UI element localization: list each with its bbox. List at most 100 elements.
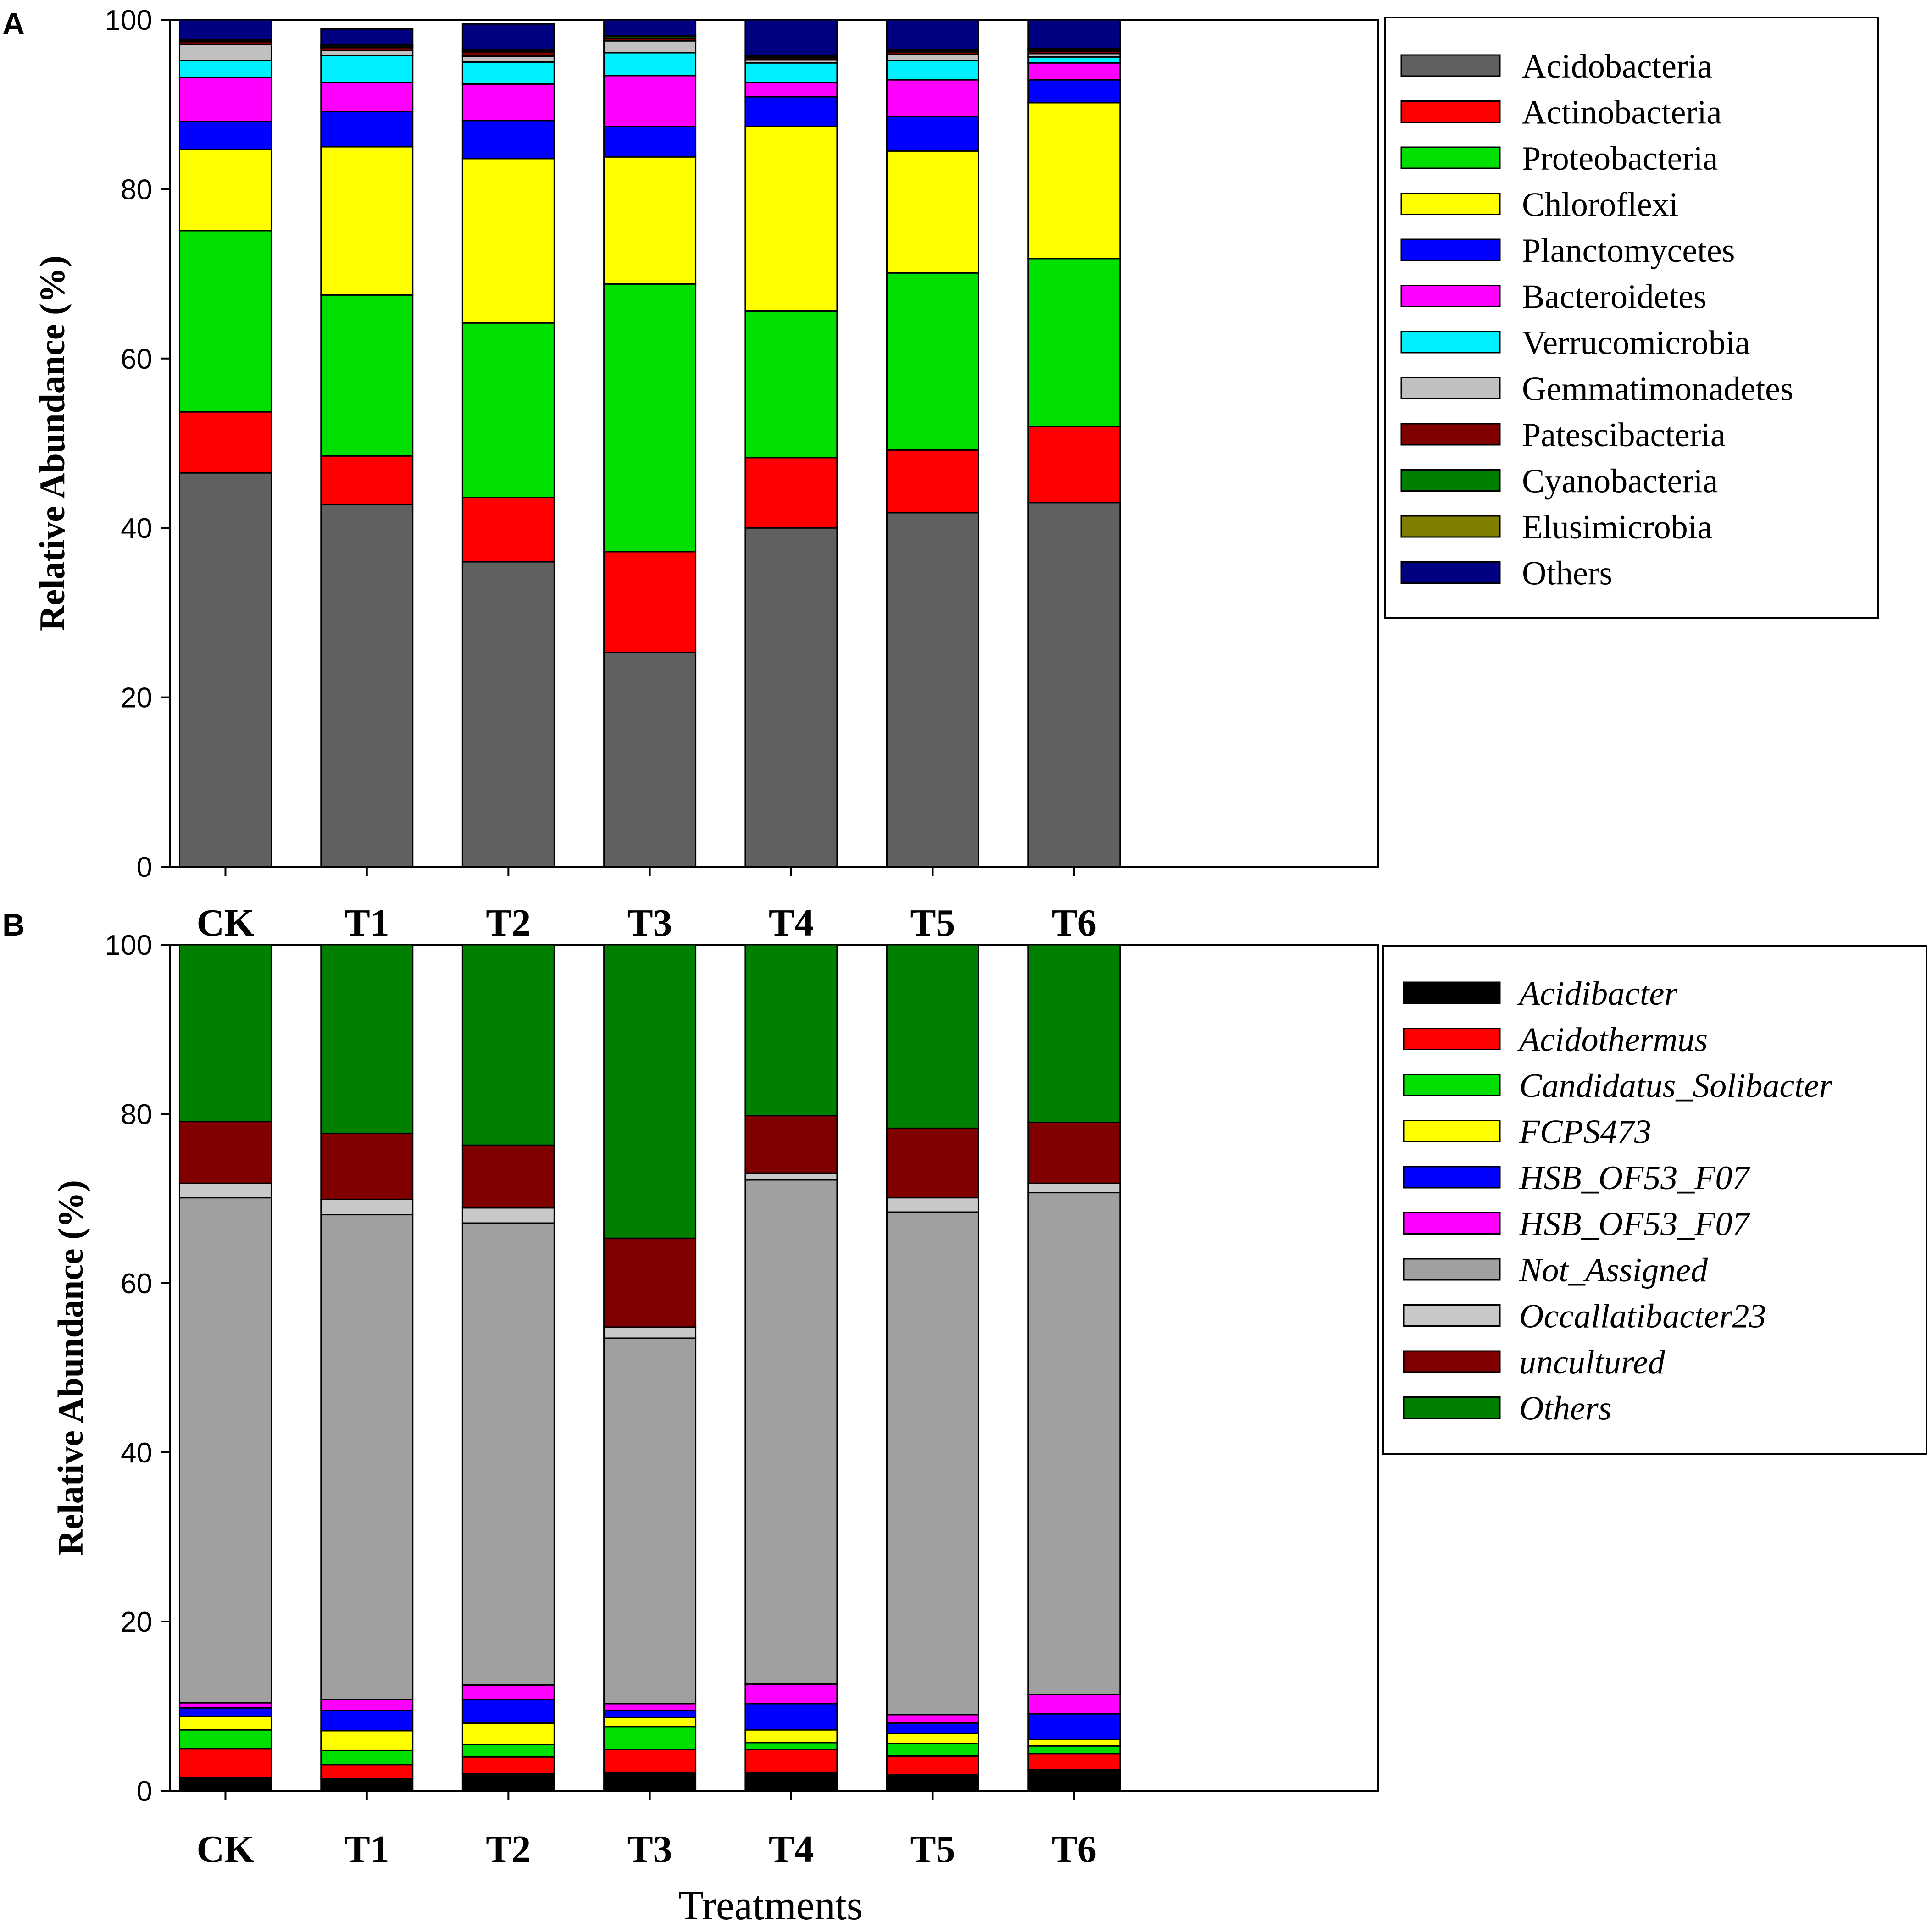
panel-a-legend-swatch-acidobacteria-0 xyxy=(1400,54,1501,77)
panel-b-legend-label-hsb-of53-f07-5: HSB_OF53_F07 xyxy=(1519,1206,1750,1243)
panel-b-category-label-ck: CK xyxy=(196,1828,254,1871)
panel-a-bar-ck-others-11 xyxy=(178,19,272,41)
panel-a-bar-ck-planctomycetes-4 xyxy=(178,121,272,150)
panel-a-bar-t4-proteobacteria-2 xyxy=(744,310,838,459)
panel-a-legend-swatch-patescibacteria-8 xyxy=(1400,423,1501,446)
panel-b-bar-t4-not-assigned-6 xyxy=(744,1179,838,1685)
panel-b-bar-t4-fcps473-3 xyxy=(744,1729,838,1744)
panel-b-bar-t5-acidibacter-0 xyxy=(886,1774,979,1792)
panel-a-bar-t6-proteobacteria-2 xyxy=(1027,258,1121,427)
panel-a-category-label-t3: T3 xyxy=(627,902,672,944)
panel-b-bar-t1-hsb-of53-f07-4 xyxy=(320,1710,414,1732)
panel-a-legend-swatch-others-11 xyxy=(1400,561,1501,584)
panel-a-legend-swatch-chloroflexi-3 xyxy=(1400,193,1501,215)
panel-a-bar-t5-proteobacteria-2 xyxy=(886,272,979,451)
panel-a-bar-t3-gemmatimonadetes-7 xyxy=(603,40,697,54)
panel-b-legend-label-others-9: Others xyxy=(1519,1390,1611,1428)
panel-b-y-axis-title: Relative Abundance (%) xyxy=(50,1180,90,1556)
panel-b-bar-t3-candidatus-solibacter-2 xyxy=(603,1726,697,1750)
panel-b-bar-t2-hsb-of53-f07-5 xyxy=(461,1684,555,1700)
panel-b-bar-t4-others-9 xyxy=(744,944,838,1117)
panel-b-bar-t1-acidibacter-0 xyxy=(320,1778,414,1792)
panel-b-bar-t5-fcps473-3 xyxy=(886,1733,979,1744)
panel-b-legend: Acidibacter Acidothermus Candidatus_Soliba… xyxy=(1382,945,1927,1455)
panel-a-bar-ck-gemmatimonadetes-7 xyxy=(178,44,272,61)
panel-b-bar-t1-occallatibacter23-7 xyxy=(320,1198,414,1216)
panel-a-bar-t3-chloroflexi-3 xyxy=(603,156,697,285)
panel-a-bar-t1-chloroflexi-3 xyxy=(320,146,414,296)
panel-a-bar-t5-bacteroidetes-5 xyxy=(886,79,979,117)
panel-b-bar-t6-hsb-of53-f07-5 xyxy=(1027,1694,1121,1715)
panel-b-bar-ck-not-assigned-6 xyxy=(178,1197,272,1704)
panel-a-category-label-t2: T2 xyxy=(486,902,531,944)
panel-b-bar-ck-candidatus-solibacter-2 xyxy=(178,1729,272,1750)
panel-a-legend-label-planctomycetes-4: Planctomycetes xyxy=(1522,232,1735,270)
panel-b-bar-t3-not-assigned-6 xyxy=(603,1337,697,1705)
panel-a-bar-ck-chloroflexi-3 xyxy=(178,149,272,232)
panel-b-legend-label-not-assigned-6: Not_Assigned xyxy=(1519,1251,1708,1289)
panel-b-category-label-t2: T2 xyxy=(486,1828,531,1871)
panel-a-legend-label-patescibacteria-8: Patescibacteria xyxy=(1522,416,1726,454)
panel-b-bar-t5-hsb-of53-f07-5 xyxy=(886,1714,979,1724)
panel-b-y-tick-label-80: 80 xyxy=(121,1099,152,1130)
panel-b-legend-swatch-fcps473-3 xyxy=(1403,1120,1501,1142)
panel-a-legend-swatch-proteobacteria-2 xyxy=(1400,146,1501,169)
panel-a-legend-label-gemmatimonadetes-7: Gemmatimonadetes xyxy=(1522,371,1793,408)
panel-a-y-tick-label-60: 60 xyxy=(121,343,152,375)
x-axis-title: Treatments xyxy=(678,1883,863,1927)
panel-a-legend-swatch-bacteroidetes-5 xyxy=(1400,285,1501,307)
panel-a-bar-t1-planctomycetes-4 xyxy=(320,110,414,148)
panel-b-bar-t6-fcps473-3 xyxy=(1027,1738,1121,1747)
panel-b-bar-t1-hsb-of53-f07-5 xyxy=(320,1699,414,1711)
panel-a-bar-t1-proteobacteria-2 xyxy=(320,294,414,457)
panel-a-bar-ck-proteobacteria-2 xyxy=(178,230,272,413)
panel-a-legend-swatch-verrucomicrobia-6 xyxy=(1400,331,1501,354)
panel-b-bar-t1-acidothermus-1 xyxy=(320,1764,414,1780)
panel-a-y-tick-label-0: 0 xyxy=(137,852,152,883)
panel-b-bar-t6-uncultured-8 xyxy=(1027,1121,1121,1184)
panel-a-bar-t3-acidobacteria-0 xyxy=(603,652,697,868)
panel-b-chart: 0 20 40 60 80 100 CK T1 T2 T3 T4 T5 T6 Relative Abund… xyxy=(2,908,1927,1871)
panel-b-bar-t2-occallatibacter23-7 xyxy=(461,1207,555,1224)
panel-b-category-label-t4: T4 xyxy=(769,1828,814,1871)
panel-b-legend-label-uncultured-8: uncultured xyxy=(1519,1344,1666,1381)
panel-b-bar-t6-not-assigned-6 xyxy=(1027,1192,1121,1695)
panel-a-bar-t5-gemmatimonadetes-7 xyxy=(886,54,979,61)
panel-b-bar-t5-uncultured-8 xyxy=(886,1127,979,1199)
panel-a-bar-t2-planctomycetes-4 xyxy=(461,120,555,160)
panel-a-y-tick-label-80: 80 xyxy=(121,174,152,205)
panel-a-bar-t6-verrucomicrobia-6 xyxy=(1027,56,1121,64)
panel-a-bar-t6-actinobacteria-1 xyxy=(1027,426,1121,504)
panel-b-legend-swatch-hsb-of53-f07-5 xyxy=(1403,1212,1501,1235)
panel-b-bar-t2-not-assigned-6 xyxy=(461,1222,555,1686)
panel-a-bar-t4-others-11 xyxy=(744,19,838,56)
panel-a-legend-label-proteobacteria-2: Proteobacteria xyxy=(1522,140,1718,177)
panel-a-legend-label-others-11: Others xyxy=(1522,555,1612,592)
panel-a-category-label-t6: T6 xyxy=(1052,902,1097,944)
panel-b-legend-swatch-not-assigned-6 xyxy=(1403,1258,1501,1281)
panel-b-y-tick-label-0: 0 xyxy=(137,1776,152,1807)
panel-b-bar-t4-occallatibacter23-7 xyxy=(744,1172,838,1181)
panel-b-bar-t6-hsb-of53-f07-4 xyxy=(1027,1713,1121,1740)
panel-a-bar-t1-others-11 xyxy=(320,28,414,46)
panel-a-bar-t3-others-11 xyxy=(603,19,697,37)
panel-a-bar-t5-planctomycetes-4 xyxy=(886,116,979,152)
panel-a-bar-t5-chloroflexi-3 xyxy=(886,150,979,274)
panel-b-y-tick-label-100: 100 xyxy=(105,930,152,961)
panel-b-bar-t5-acidothermus-1 xyxy=(886,1755,979,1776)
panel-b-label: B xyxy=(2,908,25,942)
panel-a-bar-t1-bacteroidetes-5 xyxy=(320,82,414,112)
panel-b-bar-t5-hsb-of53-f07-4 xyxy=(886,1722,979,1734)
panel-b-bar-ck-acidibacter-0 xyxy=(178,1776,272,1792)
panel-a-bar-t6-bacteroidetes-5 xyxy=(1027,62,1121,81)
panel-b-bar-t1-fcps473-3 xyxy=(320,1730,414,1751)
panel-b-bar-t3-acidothermus-1 xyxy=(603,1749,697,1773)
panel-b-bar-t2-hsb-of53-f07-4 xyxy=(461,1699,555,1724)
panel-a-bar-t4-chloroflexi-3 xyxy=(744,126,838,312)
panel-b-bar-t4-acidibacter-0 xyxy=(744,1771,838,1792)
panel-a-legend-label-elusimicrobia-10: Elusimicrobia xyxy=(1522,509,1712,546)
panel-a-bar-t2-bacteroidetes-5 xyxy=(461,83,555,122)
panel-b-legend-swatch-acidothermus-1 xyxy=(1403,1028,1501,1050)
panel-a-legend-label-acidobacteria-0: Acidobacteria xyxy=(1522,48,1712,85)
panel-b-bar-t2-acidothermus-1 xyxy=(461,1756,555,1775)
